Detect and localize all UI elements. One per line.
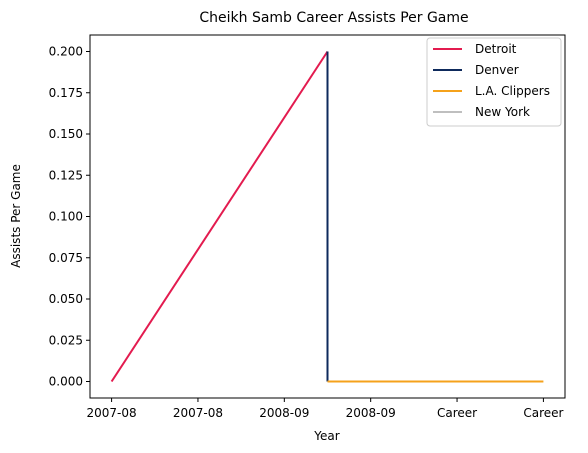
chart-title: Cheikh Samb Career Assists Per Game: [199, 10, 468, 26]
x-tick-label: Career: [437, 406, 477, 420]
legend-label: New York: [475, 105, 530, 119]
legend-label: Detroit: [475, 42, 517, 56]
y-axis: 0.000 0.025 0.050 0.075 0.100 0.125 0.150 0.175…: [49, 45, 90, 389]
legend-box: [426, 37, 562, 127]
x-tick-label: 2007-08: [87, 406, 137, 420]
y-tick-label: 0.025: [49, 333, 83, 347]
series-line-0: [110, 50, 329, 383]
plot-lines: [110, 50, 544, 383]
legend-label: L.A. Clippers: [475, 84, 550, 98]
x-tick-label: 2007-08: [173, 406, 223, 420]
y-tick-label: 0.175: [49, 86, 83, 100]
y-tick-label: 0.050: [49, 292, 83, 306]
y-tick-label: 0.200: [49, 45, 83, 59]
y-axis-label: Assists Per Game: [9, 164, 23, 268]
y-tick-label: 0.150: [49, 127, 83, 141]
y-tick-label: 0.000: [49, 375, 83, 389]
x-tick-label: 2008-09: [259, 406, 309, 420]
x-tick-label: Career: [523, 406, 563, 420]
x-axis-label: Year: [313, 429, 339, 443]
y-tick-label: 0.100: [49, 210, 83, 224]
y-tick-label: 0.125: [49, 168, 83, 182]
x-tick-label: 2008-09: [346, 406, 396, 420]
legend: Detroit Denver L.A. Clippers New York: [426, 37, 562, 127]
y-tick-label: 0.075: [49, 251, 83, 265]
legend-items: Detroit Denver L.A. Clippers New York: [433, 42, 550, 119]
x-axis: 2007-08 2007-08 2008-09 2008-09 Career Career: [87, 398, 564, 420]
legend-label: Denver: [475, 63, 519, 77]
